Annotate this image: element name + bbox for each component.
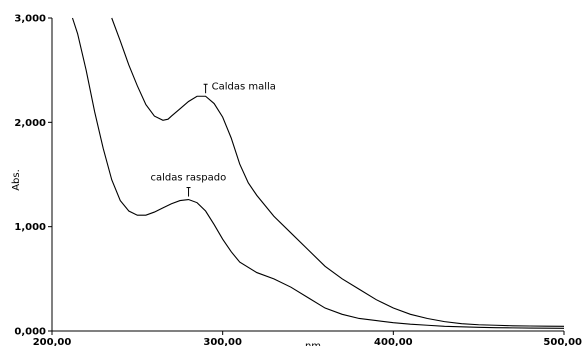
x-tick-label: 300,00: [203, 337, 242, 346]
y-axis-title: Abs.: [11, 169, 22, 191]
peak-annotation: caldas raspado: [151, 173, 227, 197]
y-tick-label: 0,000: [14, 327, 46, 338]
x-axis-title: nm: [305, 341, 321, 346]
curves: [71, 17, 565, 329]
peak-annotation: Caldas malla: [203, 81, 276, 94]
series-line: [71, 17, 565, 329]
annotation-label: Caldas malla: [212, 81, 276, 92]
axes: [51, 18, 564, 332]
annotation-label: caldas raspado: [151, 173, 227, 184]
ticks: 0,000 1,000 2,000 3,000 200,00 300,00 400,00 50…: [14, 14, 582, 346]
y-tick-label: 2,000: [14, 118, 46, 129]
y-tick-label: 1,000: [14, 222, 46, 233]
y-tick-label: 3,000: [14, 14, 46, 25]
x-tick-label: 200,00: [33, 337, 72, 346]
x-tick-label: 500,00: [543, 337, 582, 346]
annotations: Caldas malla caldas raspado: [151, 81, 276, 197]
x-tick-label: 400,00: [374, 337, 413, 346]
series-line: [111, 17, 565, 327]
